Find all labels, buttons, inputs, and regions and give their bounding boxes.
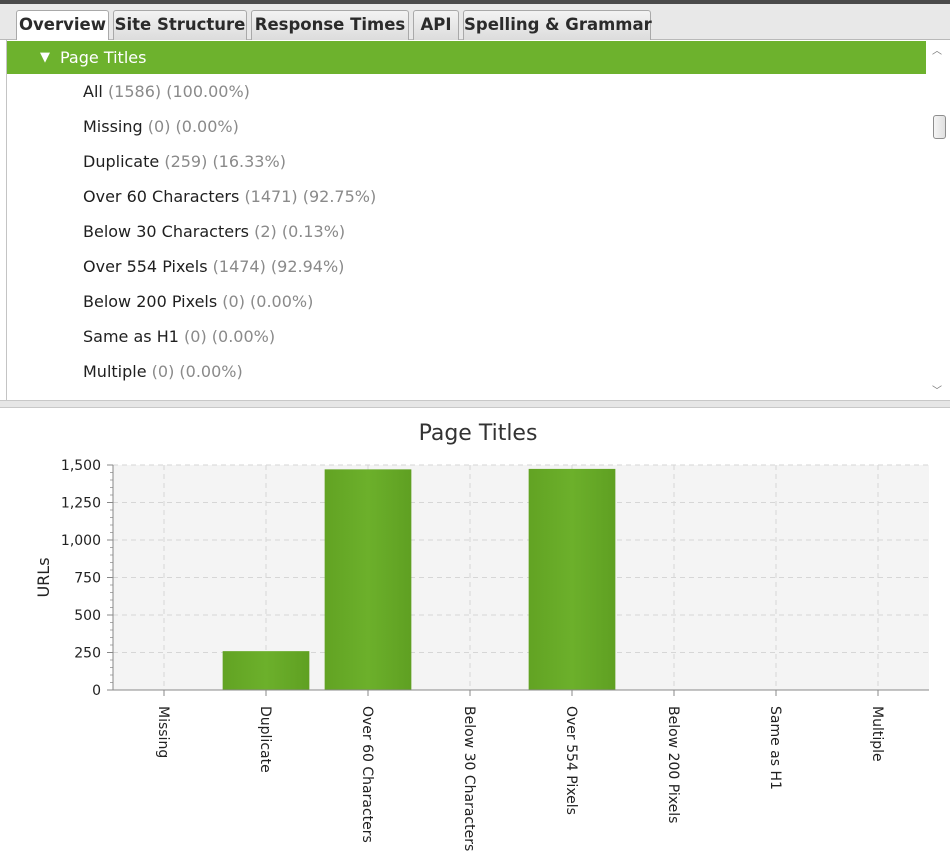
x-tick-label: Over 60 Characters bbox=[359, 706, 375, 843]
tree-item-label: Same as H1 bbox=[83, 327, 179, 346]
scrollbar-thumb[interactable] bbox=[933, 115, 946, 139]
x-tick-label: Missing bbox=[155, 706, 171, 758]
page-titles-tree: ▼ Page Titles All (1586) (100.00%) Missi… bbox=[6, 40, 950, 400]
tree-item-duplicate[interactable]: Duplicate (259) (16.33%) bbox=[83, 147, 286, 177]
tree-item-label: All bbox=[83, 82, 103, 101]
tree-item-missing[interactable]: Missing (0) (0.00%) bbox=[83, 112, 239, 142]
y-axis-label: URLs bbox=[34, 557, 53, 597]
tree-item-label: Multiple bbox=[83, 362, 147, 381]
bar-duplicate bbox=[222, 651, 310, 690]
tree-item-below-30-characters[interactable]: Below 30 Characters (2) (0.13%) bbox=[83, 217, 345, 247]
tree-item-all[interactable]: All (1586) (100.00%) bbox=[83, 77, 250, 107]
tree-vertical-scrollbar[interactable]: ︿ ﹀ bbox=[926, 40, 950, 400]
y-tick-label: 1,250 bbox=[61, 496, 101, 512]
y-tick-label: 500 bbox=[74, 608, 101, 624]
tree-item-label: Over 554 Pixels bbox=[83, 257, 208, 276]
tab-bar: Overview Site Structure Response Times A… bbox=[0, 4, 950, 41]
x-tick-label: Over 554 Pixels bbox=[563, 706, 579, 815]
y-tick-label: 750 bbox=[74, 571, 101, 587]
tree-item-count: (1586) (100.00%) bbox=[107, 82, 250, 101]
expand-triangle-icon[interactable]: ▼ bbox=[40, 50, 50, 65]
scroll-up-arrow-icon[interactable]: ︿ bbox=[932, 46, 942, 57]
tree-item-count: (0) (0.00%) bbox=[147, 117, 239, 136]
tree-item-over-60-characters[interactable]: Over 60 Characters (1471) (92.75%) bbox=[83, 182, 376, 212]
x-tick-label: Same as H1 bbox=[767, 706, 783, 790]
x-tick-label: Duplicate bbox=[257, 706, 273, 773]
scroll-down-arrow-icon[interactable]: ﹀ bbox=[932, 386, 942, 397]
tree-item-count: (259) (16.33%) bbox=[164, 152, 286, 171]
y-tick-label: 1,500 bbox=[61, 458, 101, 474]
tab-site-structure[interactable]: Site Structure bbox=[113, 10, 247, 40]
tree-item-label: Below 30 Characters bbox=[83, 222, 249, 241]
tab-spelling-grammar[interactable]: Spelling & Grammar bbox=[463, 10, 652, 40]
x-tick-label: Below 200 Pixels bbox=[665, 706, 681, 823]
tree-item-label: Over 60 Characters bbox=[83, 187, 240, 206]
tree-item-multiple[interactable]: Multiple (0) (0.00%) bbox=[83, 357, 243, 387]
tree-item-label: Missing bbox=[83, 117, 143, 136]
tree-item-count: (1471) (92.75%) bbox=[244, 187, 377, 206]
chart-panel: Page Titles 0 250 500 750 1,000 1,250 1,500 Miss… bbox=[0, 408, 950, 862]
y-tick-label: 250 bbox=[74, 646, 101, 662]
bar-over-554-pixels bbox=[528, 468, 616, 690]
chart-title: Page Titles bbox=[419, 421, 538, 446]
tree-item-below-200-pixels[interactable]: Below 200 Pixels (0) (0.00%) bbox=[83, 287, 313, 317]
tab-overview[interactable]: Overview bbox=[16, 10, 109, 41]
tree-item-same-as-h1[interactable]: Same as H1 (0) (0.00%) bbox=[83, 322, 275, 352]
tree-item-count: (2) (0.13%) bbox=[254, 222, 346, 241]
window-top-strip bbox=[0, 0, 950, 4]
tree-item-count: (0) (0.00%) bbox=[222, 292, 314, 311]
tree-item-label: Duplicate bbox=[83, 152, 160, 171]
split-pane-divider[interactable] bbox=[0, 400, 950, 408]
tree-header-label: Page Titles bbox=[60, 48, 147, 67]
tree-item-count: (0) (0.00%) bbox=[184, 327, 276, 346]
tree-header-page-titles[interactable]: ▼ Page Titles bbox=[7, 41, 931, 74]
y-tick-label: 0 bbox=[92, 683, 101, 699]
tab-api[interactable]: API bbox=[413, 10, 459, 40]
x-tick-label: Below 30 Characters bbox=[461, 706, 477, 851]
tree-item-over-554-pixels[interactable]: Over 554 Pixels (1474) (92.94%) bbox=[83, 252, 344, 282]
tab-response-times[interactable]: Response Times bbox=[251, 10, 409, 40]
y-tick-label: 1,000 bbox=[61, 533, 101, 549]
tree-item-label: Below 200 Pixels bbox=[83, 292, 218, 311]
tree-item-count: (1474) (92.94%) bbox=[212, 257, 345, 276]
bar-chart: Page Titles 0 250 500 750 1,000 1,250 1,500 Miss… bbox=[34, 421, 929, 851]
x-tick-label: Multiple bbox=[869, 706, 885, 762]
tree-item-count: (0) (0.00%) bbox=[151, 362, 243, 381]
bar-over-60-characters bbox=[324, 469, 412, 690]
